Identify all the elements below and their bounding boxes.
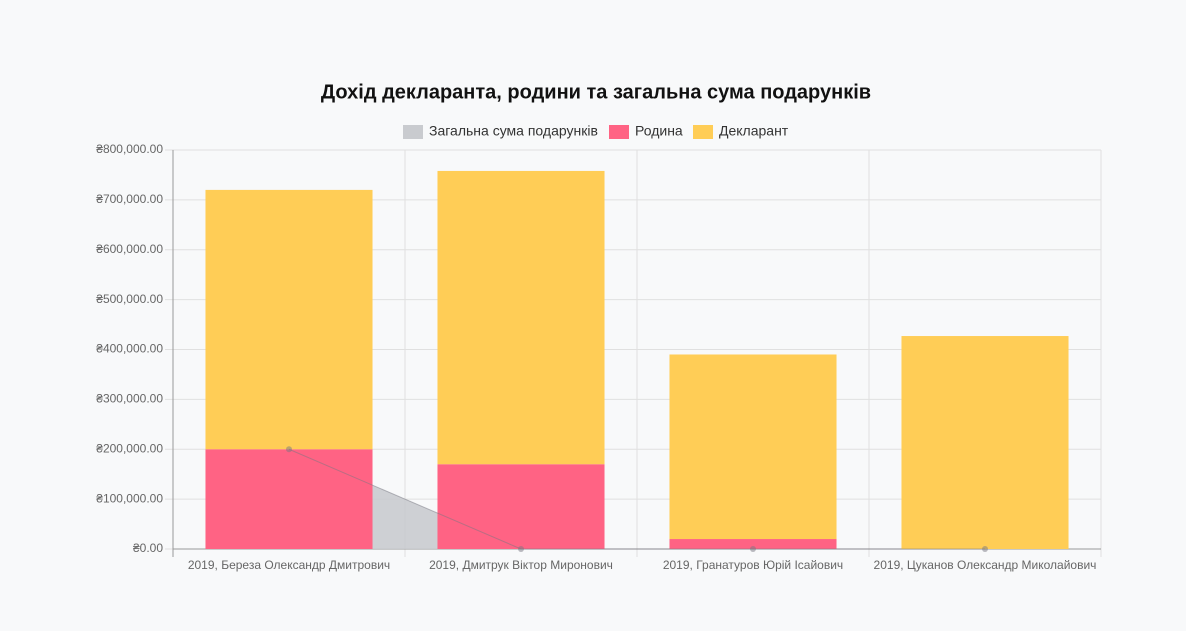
legend-swatch bbox=[693, 125, 713, 139]
gift-point bbox=[982, 546, 988, 552]
bar bbox=[669, 354, 837, 540]
bar bbox=[437, 464, 605, 549]
legend-label: Загальна сума подарунків bbox=[429, 123, 598, 139]
y-tick-label: ₴400,000.00 bbox=[96, 342, 163, 356]
x-tick-label: 2019, Береза Олександр Дмитрович bbox=[188, 558, 390, 572]
y-tick-label: ₴800,000.00 bbox=[96, 142, 163, 156]
y-tick-label: ₴600,000.00 bbox=[96, 242, 163, 256]
bar bbox=[205, 449, 373, 549]
legend-swatch bbox=[609, 125, 629, 139]
legend-swatch bbox=[403, 125, 423, 139]
gift-point bbox=[286, 446, 292, 453]
legend-label: Родина bbox=[635, 123, 683, 139]
y-tick-label: ₴700,000.00 bbox=[96, 192, 163, 206]
gift-point bbox=[518, 546, 524, 552]
bar bbox=[901, 336, 1069, 549]
y-tick-label: ₴0.00 bbox=[133, 541, 163, 555]
gift-line bbox=[288, 448, 985, 550]
gift-point bbox=[750, 546, 756, 552]
y-tick-label: ₴300,000.00 bbox=[96, 392, 163, 406]
y-tick-label: ₴200,000.00 bbox=[96, 441, 163, 455]
bar bbox=[205, 189, 373, 450]
y-tick-label: ₴100,000.00 bbox=[96, 491, 163, 505]
x-tick-label: 2019, Гранатуров Юрій Ісайович bbox=[663, 558, 843, 572]
legend-label: Декларант bbox=[719, 123, 789, 139]
bar bbox=[437, 170, 605, 465]
chart-title: Дохід декларанта, родини та загальна сум… bbox=[321, 81, 871, 103]
x-tick-label: 2019, Дмитрук Віктор Миронович bbox=[429, 558, 613, 572]
y-tick-label: ₴500,000.00 bbox=[96, 292, 163, 306]
x-tick-label: 2019, Цуканов Олександр Миколайович bbox=[874, 558, 1097, 572]
bar bbox=[669, 539, 837, 549]
